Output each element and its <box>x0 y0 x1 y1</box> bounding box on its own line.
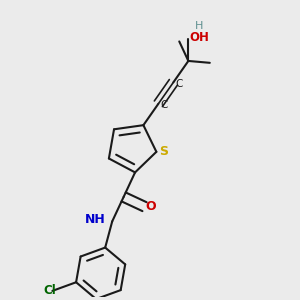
Text: S: S <box>159 145 168 158</box>
Text: C: C <box>175 79 182 89</box>
Text: O: O <box>146 200 156 213</box>
Text: OH: OH <box>189 32 209 44</box>
Text: NH: NH <box>85 213 106 226</box>
Text: H: H <box>195 21 203 31</box>
Text: C: C <box>160 100 167 110</box>
Text: Cl: Cl <box>43 284 56 297</box>
